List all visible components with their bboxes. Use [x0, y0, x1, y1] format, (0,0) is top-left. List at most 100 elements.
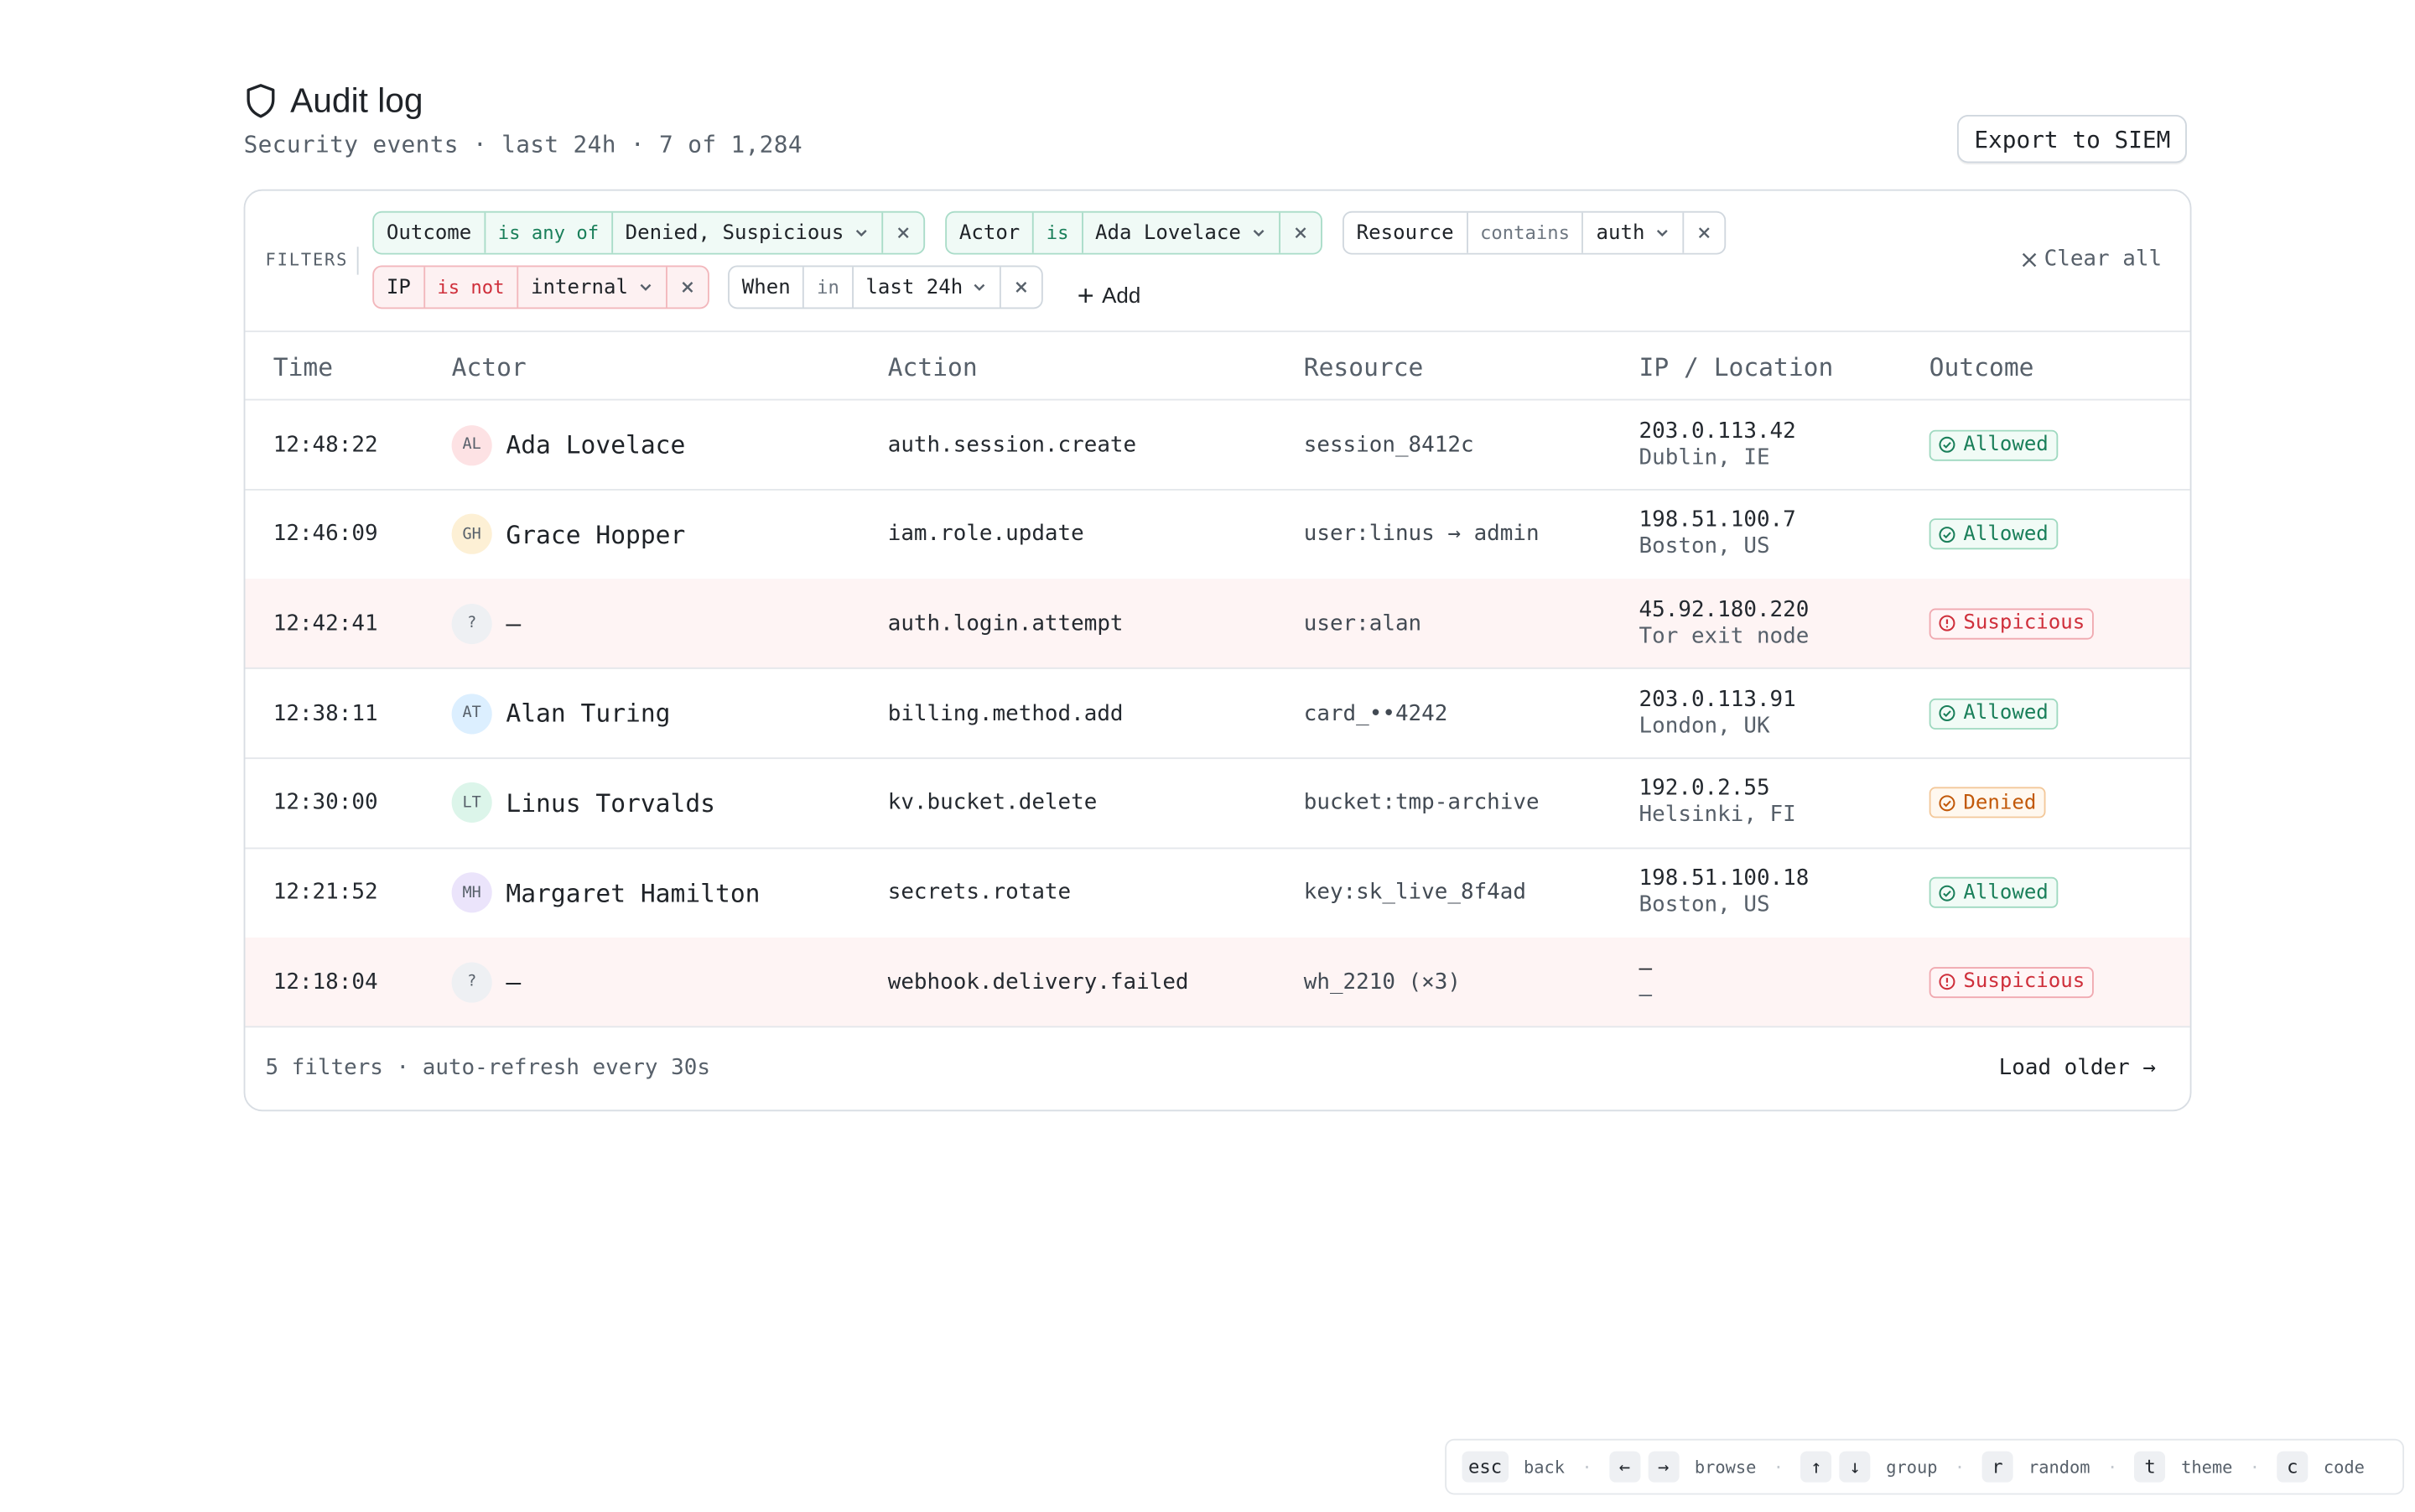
row-action: webhook.delivery.failed: [887, 969, 1189, 995]
shortcut-key[interactable]: ←: [1609, 1451, 1641, 1483]
actor-name: —: [506, 967, 522, 997]
actor-name: Alan Turing: [506, 699, 671, 729]
filter-operator[interactable]: is: [1034, 212, 1083, 253]
filter-chip-ip[interactable]: IP is not internal: [372, 265, 709, 309]
filter-value-dropdown[interactable]: auth: [1584, 212, 1684, 253]
column-header-ip-location[interactable]: IP / Location: [1639, 352, 1834, 382]
row-actor: GH Grace Hopper: [451, 490, 685, 579]
ip-address: —: [1639, 955, 1653, 981]
table-row[interactable]: 12:30:00 LT Linus Torvalds kv.bucket.delete…: [245, 759, 2190, 850]
filter-field[interactable]: Actor: [947, 212, 1034, 253]
shortcut-key[interactable]: ↓: [1839, 1451, 1871, 1483]
row-ip-location: 45.92.180.220 Tor exit node: [1639, 579, 1810, 668]
close-icon: [1294, 227, 1306, 239]
separator-dot: ·: [1954, 1457, 1966, 1478]
filter-chip-resource[interactable]: Resource contains auth: [1343, 210, 1726, 255]
filter-value-dropdown[interactable]: internal: [518, 267, 667, 308]
actor-name: Linus Torvalds: [506, 787, 716, 818]
table-row[interactable]: 12:46:09 GH Grace Hopper iam.role.update use…: [245, 490, 2190, 580]
filter-value-dropdown[interactable]: Ada Lovelace: [1083, 212, 1280, 253]
row-action: secrets.rotate: [887, 880, 1072, 906]
ip-address: 192.0.2.55: [1639, 776, 1770, 802]
filter-value: last 24h: [865, 275, 963, 299]
filter-bar: FILTERS Outcome is any of Denied, Suspic…: [245, 191, 2190, 333]
avatar: GH: [451, 513, 492, 555]
chevron-down-icon: [974, 283, 986, 291]
table-row[interactable]: 12:38:11 AT Alan Turing billing.method.add c…: [245, 669, 2190, 760]
filter-operator[interactable]: contains: [1467, 212, 1584, 253]
filter-field[interactable]: IP: [374, 267, 425, 308]
filters-label: FILTERS: [265, 249, 349, 271]
check-circle-icon: [1939, 436, 1955, 453]
filter-value-dropdown[interactable]: last 24h: [854, 267, 1002, 308]
shortcut-key[interactable]: →: [1648, 1451, 1680, 1483]
actor-name: Ada Lovelace: [506, 429, 686, 460]
row-outcome: Allowed: [1929, 849, 2058, 938]
status-label: Allowed: [1963, 522, 2049, 546]
column-header-actor[interactable]: Actor: [451, 352, 527, 382]
shortcut-key[interactable]: esc: [1462, 1451, 1509, 1483]
filter-field[interactable]: Outcome: [374, 212, 486, 253]
row-time: 12:21:52: [273, 880, 378, 906]
filter-value: auth: [1596, 221, 1645, 245]
filter-chip-when[interactable]: When in last 24h: [728, 265, 1044, 309]
column-header-time[interactable]: Time: [273, 352, 334, 382]
status-badge: Allowed: [1929, 429, 2058, 460]
table-row[interactable]: 12:21:52 MH Margaret Hamilton secrets.rotat…: [245, 849, 2190, 938]
page-subtitle: Security events · last 24h · 7 of 1,284: [243, 130, 802, 158]
shortcut-key[interactable]: t: [2134, 1451, 2166, 1483]
remove-filter-button[interactable]: [1002, 267, 1042, 307]
row-action: kv.bucket.delete: [887, 790, 1098, 816]
clear-all-label: Clear all: [2044, 247, 2163, 272]
row-resource: session_8412c: [1303, 432, 1474, 458]
table-row[interactable]: 12:48:22 AL Ada Lovelace auth.session.creat…: [245, 401, 2190, 491]
row-action: billing.method.add: [887, 700, 1124, 726]
location: —: [1639, 982, 1653, 1007]
status-badge: Allowed: [1929, 876, 2058, 908]
export-to-siem-button[interactable]: Export to SIEM: [1956, 114, 2188, 164]
filter-field[interactable]: When: [730, 267, 805, 308]
shortcut-key[interactable]: c: [2277, 1451, 2309, 1483]
row-ip-location: 198.51.100.18 Boston, US: [1639, 849, 1810, 938]
chevron-down-icon: [639, 283, 651, 291]
avatar: AL: [451, 424, 492, 465]
column-header-outcome[interactable]: Outcome: [1929, 352, 2034, 382]
add-filter-button[interactable]: Add: [1078, 275, 1140, 315]
row-resource: wh_2210 (×3): [1303, 969, 1461, 995]
column-header-resource[interactable]: Resource: [1303, 352, 1424, 382]
status-badge: Allowed: [1929, 518, 2058, 550]
filter-operator[interactable]: in: [804, 267, 854, 308]
status-badge: Suspicious: [1929, 966, 2095, 998]
remove-filter-button[interactable]: [667, 267, 707, 307]
table-row[interactable]: 12:42:41? — auth.login.attempt user:alan 45.…: [245, 579, 2190, 670]
table-row[interactable]: 12:18:04? — webhook.delivery.failed wh_2210…: [245, 938, 2190, 1028]
location: Tor exit node: [1639, 623, 1810, 649]
close-icon: [897, 227, 909, 239]
chevron-down-icon: [1252, 230, 1264, 237]
shortcut-key[interactable]: ↑: [1800, 1451, 1832, 1483]
avatar: AT: [451, 693, 492, 734]
chevron-down-icon: [1656, 230, 1668, 237]
filter-value-dropdown[interactable]: Denied, Suspicious: [613, 212, 883, 253]
remove-filter-button[interactable]: [1280, 213, 1320, 253]
location: London, UK: [1639, 713, 1770, 739]
filter-chip-actor[interactable]: Actor is Ada Lovelace: [945, 210, 1322, 255]
row-resource: user:alan: [1303, 611, 1422, 636]
shortcut-label: browse: [1694, 1457, 1757, 1478]
shortcut-key[interactable]: r: [1981, 1451, 2013, 1483]
remove-filter-button[interactable]: [1684, 213, 1724, 253]
location: Helsinki, FI: [1639, 803, 1796, 829]
column-header-action[interactable]: Action: [887, 352, 978, 382]
filter-operator[interactable]: is any of: [486, 212, 613, 253]
filter-chip-outcome[interactable]: Outcome is any of Denied, Suspicious: [372, 210, 925, 255]
filter-field[interactable]: Resource: [1344, 212, 1468, 253]
filter-operator[interactable]: is not: [425, 267, 519, 308]
clear-all-filters-button[interactable]: Clear all: [2021, 247, 2162, 272]
remove-filter-button[interactable]: [883, 213, 923, 253]
keyboard-shortcuts-bar: esc back · ← → browse · ↑ ↓ group · r random · t theme ·…: [1445, 1438, 2405, 1495]
load-older-button[interactable]: Load older →: [1998, 1055, 2156, 1081]
location: Boston, US: [1639, 892, 1770, 917]
avatar: MH: [451, 872, 492, 913]
actor-name: Margaret Hamilton: [506, 877, 761, 907]
